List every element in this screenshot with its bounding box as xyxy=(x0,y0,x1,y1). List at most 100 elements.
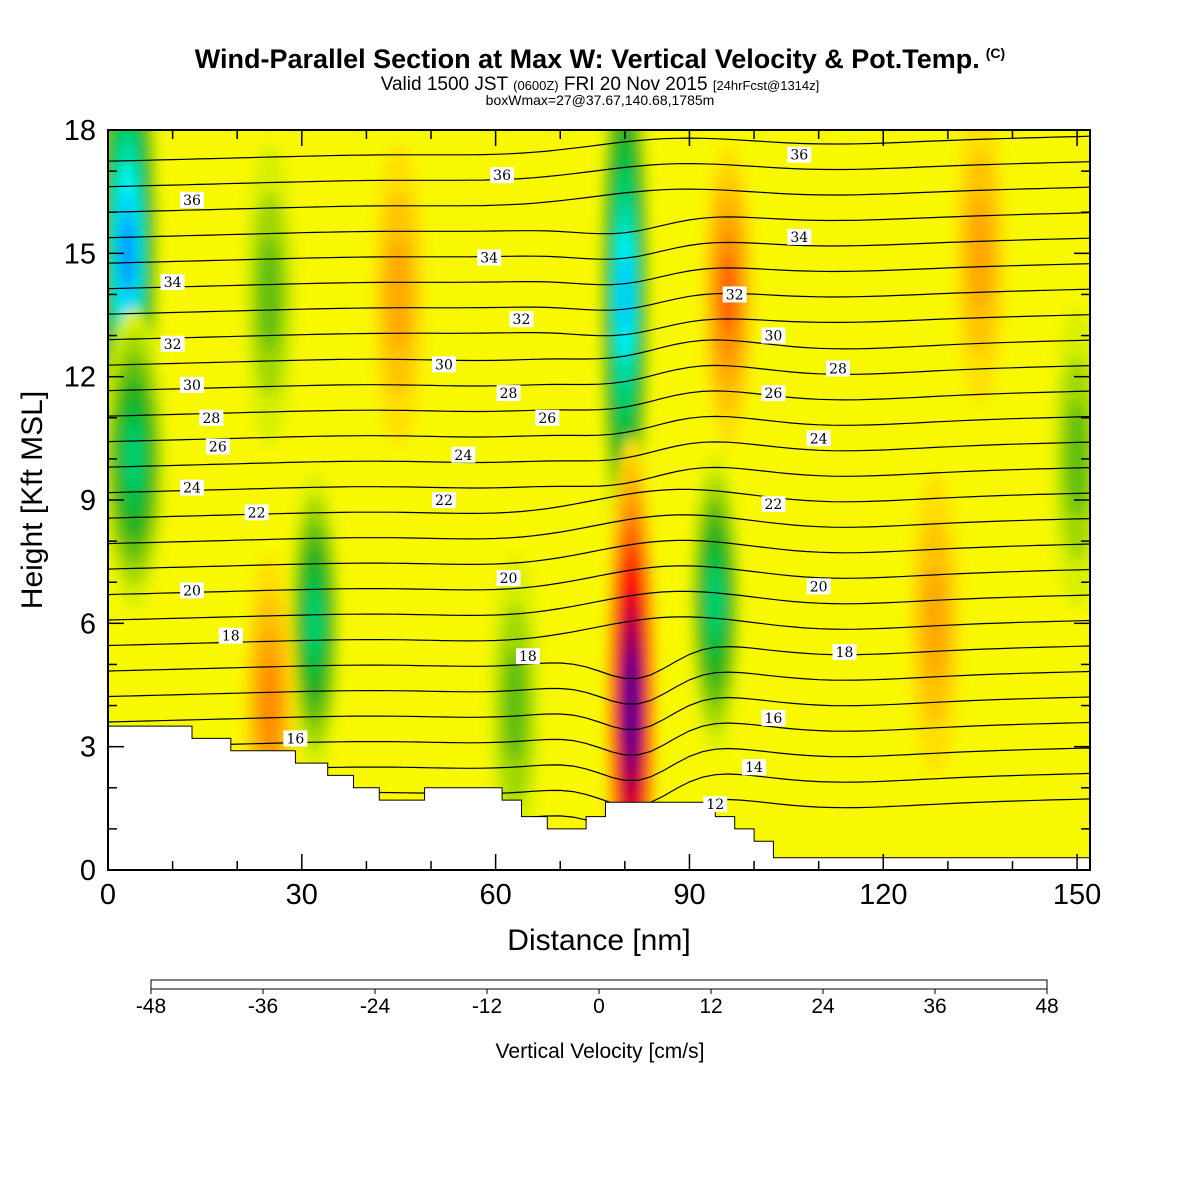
isentrope-22 xyxy=(108,514,1090,545)
vv-feature-13 xyxy=(923,566,947,681)
isentrope-15 xyxy=(108,696,1090,730)
vv-feature-6 xyxy=(503,648,527,763)
isentrope-36 xyxy=(108,161,1090,188)
contour-label-28: 28 xyxy=(202,411,220,427)
contour-label-box xyxy=(806,430,831,447)
chart-subtitle: Valid 1500 JST (0600Z) FRI 20 Nov 2015 [… xyxy=(0,74,1200,96)
contour-label-16: 16 xyxy=(765,711,783,727)
chart-title: Wind-Parallel Section at Max W: Vertical… xyxy=(0,44,1200,75)
potential-temperature-contours xyxy=(108,135,1090,832)
contour-label-28: 28 xyxy=(829,361,847,377)
y-axis-title: Height [Kft MSL] xyxy=(16,391,49,609)
contour-label-box xyxy=(761,496,786,513)
contour-label-36: 36 xyxy=(790,148,808,164)
contour-label-36: 36 xyxy=(493,168,511,184)
colorbar-tick-label: 24 xyxy=(811,995,835,1018)
terrain-shape xyxy=(107,725,1091,871)
isentrope-33 xyxy=(108,237,1090,264)
contour-label-box xyxy=(535,409,560,426)
colorbar-title: Vertical Velocity [cm/s] xyxy=(496,1040,705,1063)
colorbar-tick-label: 36 xyxy=(923,995,946,1018)
isentrope-23 xyxy=(108,488,1090,519)
valid-utc: (0600Z) xyxy=(513,78,559,93)
contour-label-box xyxy=(179,191,204,208)
valid-date: FRI 20 Nov 2015 xyxy=(563,74,708,95)
contour-label-box xyxy=(160,335,185,352)
contour-label-20: 20 xyxy=(810,579,828,595)
chart-title-text: Wind-Parallel Section at Max W: Vertical… xyxy=(194,44,980,74)
x-tick-label: 60 xyxy=(479,879,511,911)
contour-label-14: 14 xyxy=(745,760,763,776)
vv-feature-3 xyxy=(307,590,323,657)
x-tick-label: 150 xyxy=(1053,879,1101,911)
x-tick-label: 30 xyxy=(286,879,318,911)
contour-label-16: 16 xyxy=(286,731,304,747)
forecast-info: [24hrFcst@1314z] xyxy=(712,78,820,93)
contour-label-30: 30 xyxy=(183,378,201,394)
contour-label-box xyxy=(703,796,728,813)
isentrope-16 xyxy=(108,670,1090,705)
vv-feature-9 xyxy=(707,569,723,637)
y-tick-label: 15 xyxy=(64,238,96,270)
y-tick-label: 6 xyxy=(80,608,96,640)
contour-labels: 36 36 36 34 34 34 32 32 32 30 30 30 28 28 28 26 26 26 24 24… xyxy=(160,146,857,813)
isentrope-14 xyxy=(108,721,1090,756)
y-tick-label: 9 xyxy=(80,485,96,517)
contour-label-box xyxy=(431,492,456,508)
isentrope-17 xyxy=(108,645,1090,680)
colorbar-tick-label: -36 xyxy=(248,995,278,1018)
isentrope-30 xyxy=(108,314,1090,341)
colorbar-tick-label: -48 xyxy=(136,995,166,1018)
isentrope-25 xyxy=(108,441,1090,468)
colorbar-tick-label: 48 xyxy=(1035,995,1058,1018)
x-tick-label: 0 xyxy=(100,879,116,911)
isentrope-32 xyxy=(108,263,1090,290)
isentrope-27 xyxy=(108,390,1090,417)
isentrope-37 xyxy=(108,135,1090,162)
terrain-mask xyxy=(107,725,1091,871)
contour-label-18: 18 xyxy=(836,645,854,661)
isentrope-18 xyxy=(108,616,1090,647)
contour-label-box xyxy=(787,228,812,245)
isentrope-34 xyxy=(108,212,1090,239)
contour-label-34: 34 xyxy=(480,250,498,266)
isentrope-24 xyxy=(108,466,1090,494)
contour-label-box xyxy=(722,286,747,303)
x-axis-title: Distance [nm] xyxy=(507,924,690,957)
vv-feature-11 xyxy=(968,196,992,311)
contour-label-box xyxy=(496,385,521,402)
isentrope-28 xyxy=(108,364,1090,392)
isentrope-26 xyxy=(108,415,1090,443)
vv-feature-1 xyxy=(125,425,143,493)
contour-label-box xyxy=(431,356,456,373)
copyright-mark: (C) xyxy=(985,45,1006,61)
contour-label-box xyxy=(179,376,204,393)
colorbar-tick-label: 12 xyxy=(699,995,722,1018)
contour-label-box xyxy=(490,167,515,184)
y-tick-label: 0 xyxy=(80,855,96,887)
vv-feature-4 xyxy=(260,660,280,751)
contour-label-box xyxy=(787,146,812,163)
contour-label-30: 30 xyxy=(435,357,453,373)
isentrope-19 xyxy=(108,590,1090,621)
colorbar: -48 -36 -24 -12 0 12 24 36 48 Vertical Velocity [… xyxy=(136,979,1059,1063)
contour-label-32: 32 xyxy=(164,337,182,353)
x-tick-label: 120 xyxy=(859,879,907,911)
colorbar-tick-label: -12 xyxy=(472,995,502,1018)
contour-label-22: 22 xyxy=(435,493,453,509)
contour-label-18: 18 xyxy=(519,649,537,665)
contour-label-box xyxy=(515,648,540,665)
contour-label-28: 28 xyxy=(500,386,518,402)
vv-feature-2 xyxy=(258,237,281,352)
contour-label-34: 34 xyxy=(164,275,182,291)
contour-label-22: 22 xyxy=(765,497,783,513)
contour-label-12: 12 xyxy=(706,797,724,813)
contour-label-26: 26 xyxy=(538,411,556,427)
contour-label-box xyxy=(179,479,204,496)
contour-label-box xyxy=(761,385,786,402)
isentrope-20 xyxy=(108,565,1090,596)
contour-label-32: 32 xyxy=(513,312,531,328)
isentrope-29 xyxy=(108,339,1090,366)
